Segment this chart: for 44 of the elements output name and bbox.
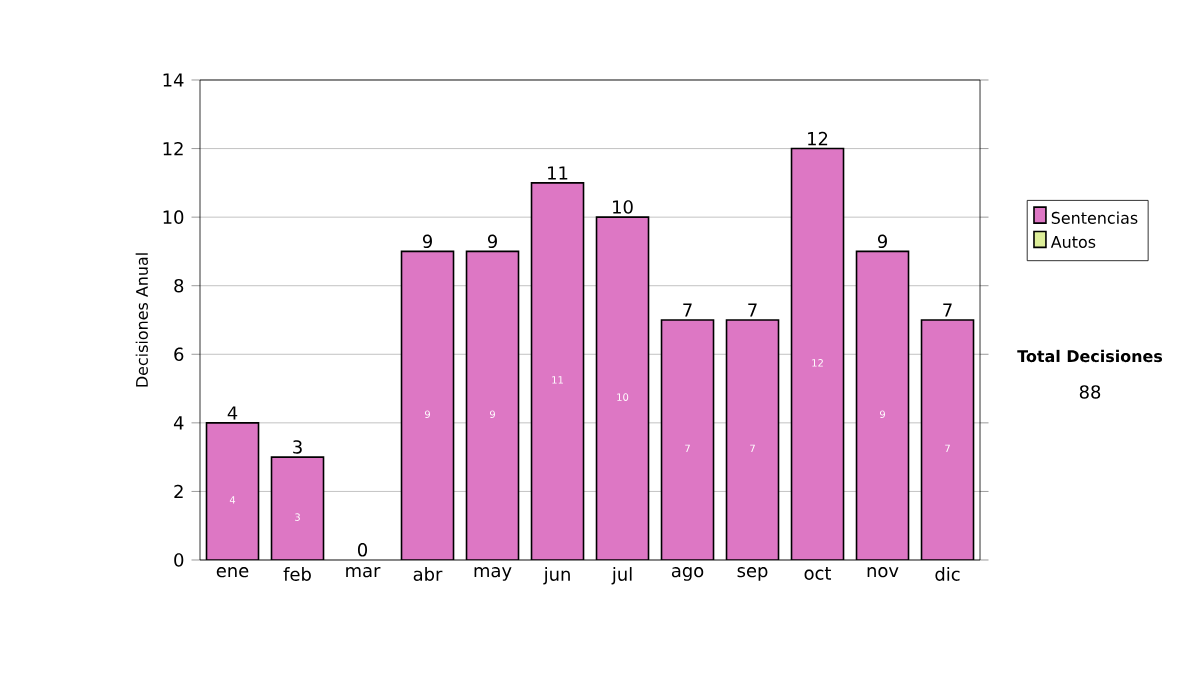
x-tick-label: ago [671, 567, 704, 581]
y-tick-label: 14 [163, 73, 184, 87]
total-label: 7 [683, 303, 692, 317]
text: 88 [1079, 385, 1101, 399]
bar [531, 182, 584, 560]
x-tick-label: jun [543, 567, 570, 585]
total-label: 12 [808, 131, 828, 146]
x-tick-label: abr [413, 567, 443, 581]
y-tick-label: 8 [174, 278, 184, 293]
total-label: 7 [943, 303, 952, 317]
y-tick-label: 12 [163, 141, 183, 156]
x-tick-label: oct [804, 567, 832, 580]
total-label: 10 [613, 200, 633, 214]
x-tick-label: mar [346, 567, 381, 578]
x-tick-label: sep [737, 567, 768, 581]
y-tick-label: 10 [163, 210, 184, 224]
y-tick-label: 2 [174, 484, 183, 499]
bar [726, 320, 779, 560]
x-tick-label: may [474, 567, 512, 581]
bar [401, 251, 454, 560]
bar [205, 422, 260, 560]
y-tick-label: 4 [173, 416, 184, 430]
x-tick-label: feb [283, 567, 311, 581]
x-tick-label: jul [611, 567, 632, 585]
x-tick-label: ene [216, 567, 249, 578]
bar [661, 320, 714, 560]
total-label: 9 [422, 234, 432, 249]
bar [920, 319, 975, 560]
total-label: 3 [293, 440, 302, 454]
total-label: 9 [877, 234, 887, 249]
bar [856, 251, 909, 560]
total-label: 7 [748, 303, 757, 317]
x-tick-label: nov [867, 567, 899, 578]
bar [270, 456, 325, 560]
total-label: 11 [548, 166, 568, 180]
bar [596, 217, 649, 560]
bar [466, 251, 519, 560]
x-tick-label: dic [935, 567, 960, 581]
total-label: 4 [227, 406, 238, 420]
total-label: 0 [358, 543, 368, 557]
y-tick-label: 0 [174, 553, 184, 567]
total-label: 9 [487, 234, 497, 249]
y-tick-label: 6 [174, 347, 184, 362]
bar [791, 148, 844, 560]
